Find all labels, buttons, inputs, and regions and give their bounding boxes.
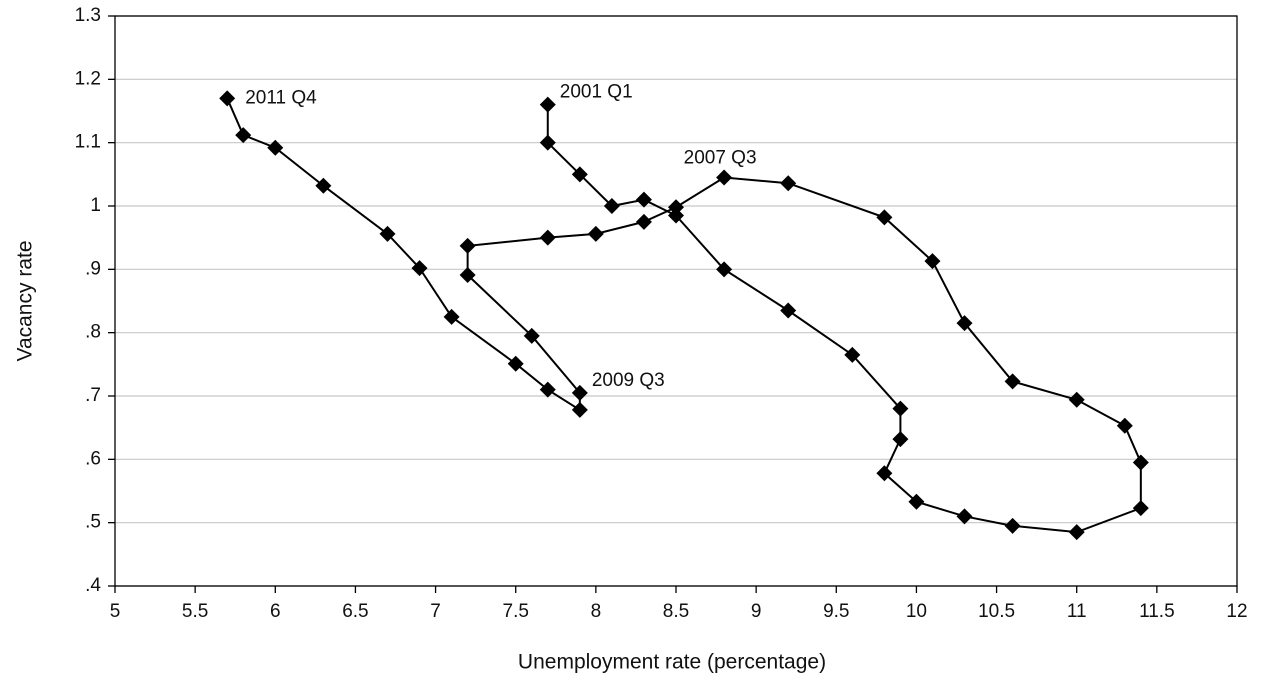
- data-point: [668, 207, 684, 224]
- x-tick-label: 7: [430, 601, 441, 622]
- data-point: [908, 493, 925, 510]
- y-axis-title: Vacancy rate: [14, 240, 37, 361]
- x-tick-label: 9.5: [823, 601, 849, 622]
- data-point: [716, 169, 733, 186]
- y-tick-label: .7: [85, 385, 101, 406]
- series-line: [226, 97, 1142, 534]
- data-point: [1068, 391, 1085, 408]
- data-point: [539, 134, 556, 151]
- data-point: [1004, 517, 1021, 534]
- x-tick-label: 8: [591, 601, 602, 622]
- data-point: [507, 355, 524, 372]
- point-label: 2009 Q3: [592, 370, 665, 391]
- x-tick-label: 5: [110, 601, 121, 622]
- data-point: [635, 191, 652, 208]
- x-tick-label: 5.5: [182, 601, 208, 622]
- data-point: [539, 229, 556, 246]
- data-point: [1116, 417, 1133, 434]
- data-point: [924, 253, 941, 270]
- data-point: [780, 302, 797, 319]
- y-tick-label: 1: [90, 195, 101, 216]
- y-tick-label: .5: [85, 512, 101, 533]
- point-label: 2007 Q3: [684, 148, 757, 169]
- data-point: [716, 261, 733, 278]
- data-point: [1068, 524, 1085, 541]
- data-point: [876, 465, 893, 482]
- data-point: [603, 198, 620, 214]
- data-point: [571, 166, 588, 183]
- x-tick-label: 6.5: [342, 601, 368, 622]
- y-tick-label: 1.1: [75, 132, 101, 153]
- y-tick-label: .9: [85, 258, 101, 279]
- data-point: [235, 127, 252, 144]
- y-tick-label: .8: [85, 322, 101, 343]
- data-point: [571, 401, 588, 418]
- y-tick-label: .4: [85, 575, 101, 596]
- data-point: [844, 346, 861, 363]
- data-point: [635, 213, 652, 230]
- x-tick-label: 7.5: [503, 601, 529, 622]
- plot-frame: [114, 15, 1238, 587]
- x-tick-label: 9: [751, 601, 762, 622]
- x-axis-title: Unemployment rate (percentage): [518, 651, 826, 674]
- data-point: [379, 225, 396, 242]
- x-tick-label: 11.5: [1139, 601, 1175, 622]
- y-tick-label: 1.2: [75, 68, 101, 89]
- data-point: [892, 400, 909, 417]
- data-point: [1132, 454, 1149, 471]
- x-tick-label: 8.5: [663, 601, 689, 622]
- data-point: [315, 177, 332, 194]
- x-tick-label: 11: [1067, 601, 1087, 622]
- data-point: [571, 384, 588, 401]
- y-tick-label: .6: [85, 448, 101, 469]
- data-point: [523, 327, 540, 344]
- data-point: [780, 175, 797, 192]
- data-point: [892, 431, 909, 448]
- data-point: [411, 260, 428, 277]
- data-point: [956, 508, 973, 525]
- data-point: [539, 96, 556, 113]
- data-point: [443, 308, 460, 325]
- data-point: [876, 209, 893, 226]
- data-point: [587, 225, 604, 242]
- point-label: 2011 Q4: [245, 87, 317, 108]
- x-tick-label: 10: [906, 601, 927, 622]
- data-point: [267, 139, 284, 156]
- y-tick-label: 1.3: [75, 5, 101, 26]
- data-point: [668, 199, 684, 216]
- data-point: [459, 237, 476, 254]
- x-tick-label: 6: [270, 601, 281, 622]
- x-tick-label: 10.5: [978, 601, 1015, 622]
- point-label: 2001 Q1: [560, 82, 633, 103]
- data-point: [539, 381, 556, 398]
- data-point: [1132, 500, 1149, 517]
- data-point: [219, 90, 236, 107]
- data-point: [459, 267, 476, 284]
- data-point: [1004, 373, 1021, 390]
- data-point: [956, 315, 973, 332]
- x-tick-label: 12: [1226, 601, 1247, 622]
